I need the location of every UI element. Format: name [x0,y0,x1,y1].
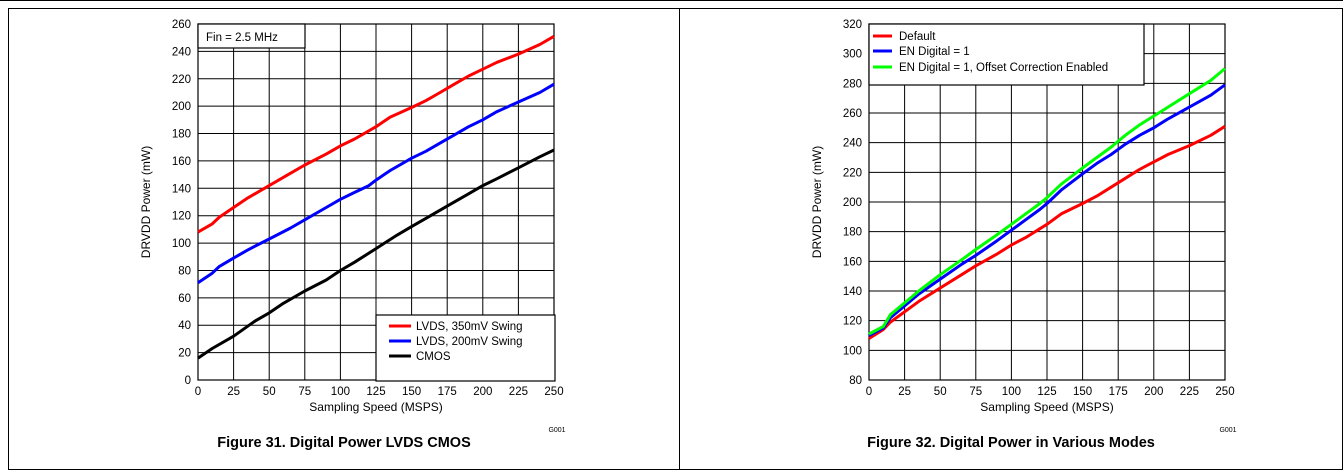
x-tick-label: 125 [366,386,385,398]
y-tick-label: 80 [178,265,191,277]
y-tick-label: 160 [843,256,862,268]
y-axis-label: DRVDD Power (mW) [810,146,824,258]
legend-label: Default [899,31,936,43]
series-line [868,83,1226,337]
legend-box [868,23,1145,86]
x-tick-label: 250 [544,386,563,398]
annotation-box [197,23,306,49]
figure-31-panel: 0 25 50 75 100 125 150 175 200 225 250 0 20 40 60 80 100… [8,8,680,470]
legend-label: LVDS, 350mV Swing [416,321,523,333]
legend-label: CMOS [416,351,451,363]
y-tick-label: 200 [172,101,191,113]
series-line [868,67,1226,336]
x-tick-label: 150 [1073,386,1092,398]
x-tick-label: 0 [866,386,872,398]
figure-31-caption: Figure 31. Digital Power LVDS CMOS [217,435,471,451]
x-tick-label: 200 [473,386,492,398]
y-tick-label: 220 [172,74,191,86]
x-tick-label: 225 [1180,386,1199,398]
figure-32-chart: 0 25 50 75 100 125 150 175 200 225 250 80 100 120 140 1… [810,19,1237,434]
y-tick-label: 80 [849,375,862,387]
plot-group: 0 25 50 75 100 125 150 175 200 225 250 0 20 40 60 80 100… [139,19,566,434]
x-tick-label: 125 [1037,386,1056,398]
x-tick-label: 175 [1109,386,1128,398]
y-tick-label: 60 [178,293,191,305]
figure-code-label: G001 [548,427,565,434]
y-tick-label: 0 [185,375,191,387]
y-tick-label: 260 [843,108,862,120]
y-tick-label: 260 [172,19,191,31]
annotation-text: Fin = 2.5 MHz [206,32,278,44]
series-line [197,82,555,285]
legend-label: EN Digital = 1, Offset Correction Enable… [899,62,1108,74]
y-tick-label: 240 [843,138,862,150]
plot-group: 0 25 50 75 100 125 150 175 200 225 250 80 100 120 140 1… [810,19,1237,434]
x-tick-label: 100 [1002,386,1021,398]
x-tick-label: 0 [195,386,201,398]
x-tick-label: 250 [1215,386,1234,398]
figure-32-panel: 0 25 50 75 100 125 150 175 200 225 250 80 100 120 140 1… [679,8,1343,470]
x-tick-label: 25 [898,386,911,398]
x-tick-label: 200 [1144,386,1163,398]
y-tick-label: 320 [843,19,862,31]
y-tick-label: 200 [843,197,862,209]
x-tick-label: 75 [969,386,982,398]
figure-code-label: G001 [1219,427,1236,434]
x-axis-label: Sampling Speed (MSPS) [980,400,1113,414]
y-tick-label: 240 [172,46,191,58]
y-tick-label: 180 [172,129,191,141]
legend-label: LVDS, 200mV Swing [416,336,523,348]
x-tick-label: 25 [227,386,240,398]
y-tick-label: 280 [843,78,862,90]
y-tick-label: 140 [172,183,191,195]
series-line [197,148,555,360]
legend-label: EN Digital = 1 [899,46,970,58]
x-tick-label: 175 [438,386,457,398]
x-tick-label: 225 [509,386,528,398]
y-tick-label: 160 [172,156,191,168]
series-line [197,35,555,234]
x-tick-label: 75 [298,386,311,398]
y-tick-label: 100 [843,345,862,357]
x-tick-label: 50 [934,386,947,398]
y-axis-label: DRVDD Power (mW) [139,146,153,258]
x-tick-label: 50 [263,386,276,398]
x-tick-label: 100 [331,386,350,398]
y-tick-label: 20 [178,348,191,360]
x-axis-label: Sampling Speed (MSPS) [309,400,442,414]
y-tick-label: 40 [178,320,191,332]
y-tick-label: 100 [172,238,191,250]
y-tick-label: 120 [843,316,862,328]
y-tick-label: 140 [843,286,862,298]
figure-32-caption: Figure 32. Digital Power in Various Mode… [867,435,1155,451]
y-tick-label: 220 [843,167,862,179]
series-line [868,125,1226,340]
page-top-rule [0,0,1343,1]
y-tick-label: 300 [843,49,862,61]
x-tick-label: 150 [402,386,421,398]
figure-31-chart: 0 25 50 75 100 125 150 175 200 225 250 0 20 40 60 80 100… [139,19,566,434]
y-tick-label: 180 [843,227,862,239]
y-tick-label: 120 [172,211,191,223]
